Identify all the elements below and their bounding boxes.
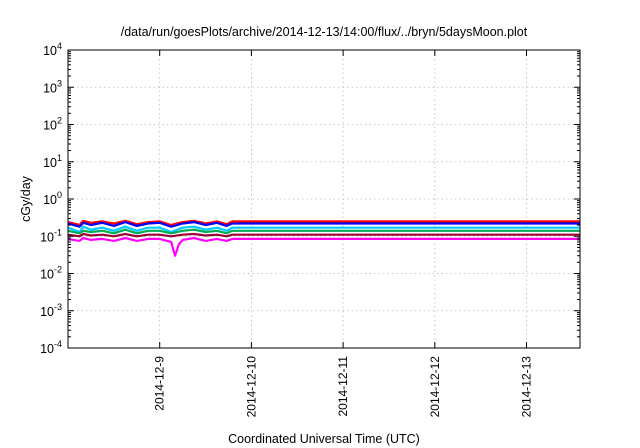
- y-axis-label: cGy/day: [19, 175, 33, 222]
- series-line: [67, 236, 580, 257]
- chart-title: /data/run/goesPlots/archive/2014-12-13/1…: [121, 25, 528, 39]
- y-tick-label: 104: [43, 41, 62, 58]
- series-line: [67, 219, 580, 227]
- x-tick-label: 2014-12-10: [244, 356, 258, 418]
- y-tick-label: 10-1: [40, 227, 62, 244]
- x-tick-label: 2014-12-11: [336, 356, 350, 417]
- series-group: [67, 219, 580, 257]
- y-tick-labels: 10-4 10-3 10-2 10-1 100 101 102 103 104: [40, 41, 62, 356]
- series-line: [67, 225, 580, 234]
- y-tick-label: 10-3: [40, 302, 62, 319]
- y-tick-label: 103: [43, 78, 62, 95]
- y-tick-label: 100: [43, 190, 62, 207]
- grid: [68, 50, 580, 348]
- x-tick-label: 2014-12-13: [520, 356, 534, 418]
- axis-ticks: [68, 49, 580, 349]
- y-tick-label: 10-4: [40, 339, 62, 356]
- x-tick-labels: 2014-12-9 2014-12-10 2014-12-11 2014-12-12 2…: [153, 356, 534, 418]
- series-line: [67, 221, 580, 228]
- y-tick-label: 10-2: [40, 265, 62, 282]
- x-tick-label: 2014-12-12: [428, 356, 442, 418]
- y-tick-label: 102: [43, 116, 62, 133]
- x-tick-label: 2014-12-9: [153, 356, 167, 411]
- x-axis-label: Coordinated Universal Time (UTC): [228, 432, 420, 446]
- y-tick-label: 101: [43, 153, 62, 170]
- series-line: [67, 228, 580, 235]
- series-line: [67, 232, 580, 238]
